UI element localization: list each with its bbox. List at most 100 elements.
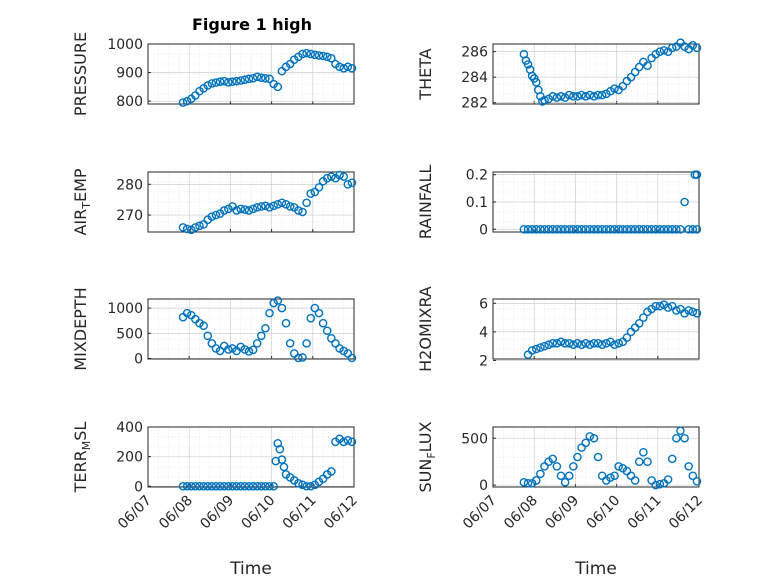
y-tick-label: 286: [461, 45, 488, 61]
data-point: [269, 481, 278, 491]
data-point: [195, 221, 204, 231]
data-point: [602, 224, 611, 234]
data-point: [248, 481, 258, 491]
data-point: [182, 481, 192, 491]
data-point: [684, 462, 694, 471]
data-point: [244, 74, 254, 84]
data-point: [610, 340, 619, 350]
data-point: [544, 340, 553, 350]
data-point: [211, 481, 221, 491]
data-point: [523, 60, 533, 69]
data-point: [224, 77, 233, 87]
data-point: [306, 313, 316, 323]
data-point: [298, 207, 307, 217]
data-point: [581, 224, 591, 234]
data-point: [182, 96, 192, 106]
data-point: [199, 321, 208, 331]
axes-frame: [492, 298, 700, 360]
data-point: [302, 198, 311, 208]
data-point: [684, 306, 694, 315]
data-point: [597, 90, 607, 100]
data-point: [663, 303, 673, 312]
data-point: [306, 481, 316, 491]
data-point: [602, 338, 611, 348]
subplot-8: 0 500 SUNFLUX 06/07 06/08 06/09 06/10 06/11 06/1…: [416, 421, 706, 579]
data-point: [298, 353, 307, 362]
data-point: [552, 462, 562, 471]
data-point: [207, 481, 217, 491]
x-axis-label: Time: [229, 559, 272, 579]
data-point: [339, 437, 349, 447]
data-point: [256, 73, 266, 83]
data-point: [531, 77, 541, 87]
data-point: [265, 308, 274, 318]
y-tick-label: 4: [479, 325, 488, 341]
data-point: [339, 63, 349, 73]
data-point: [585, 90, 595, 100]
data-point: [577, 340, 586, 350]
data-point: [240, 481, 250, 491]
x-tick-label: 06/10: [239, 493, 279, 533]
figure-title: Figure 1 high: [192, 15, 312, 34]
data-point: [659, 46, 669, 55]
x-tick-label: 06/12: [666, 493, 706, 533]
data-point: [692, 477, 702, 486]
data-point: [692, 308, 702, 318]
data-point: [335, 170, 344, 180]
x-tick-label: 06/07: [115, 493, 155, 533]
data-point: [548, 92, 558, 101]
data-point: [347, 437, 357, 447]
data-point: [643, 457, 652, 466]
data-point: [327, 172, 336, 181]
data-point: [347, 353, 357, 363]
data-point: [322, 52, 332, 62]
data-point: [577, 90, 586, 100]
data-point: [556, 224, 566, 234]
data-point: [294, 353, 303, 363]
y-tick-label: 500: [461, 431, 488, 447]
data-point: [302, 481, 311, 491]
data-point: [548, 224, 558, 234]
data-point: [215, 481, 225, 491]
y-tick-label: 0: [134, 351, 143, 367]
y-tick-label: 280: [116, 177, 143, 193]
data-point: [256, 481, 266, 491]
data-point: [314, 308, 324, 318]
data-point: [639, 313, 648, 322]
x-tick-label: 06/09: [197, 493, 237, 533]
y-tick-label: 0.2: [466, 168, 488, 184]
data-point: [630, 224, 640, 234]
data-point: [614, 338, 623, 348]
y-tick-label: 800: [116, 94, 143, 110]
data-point: [343, 436, 353, 445]
data-point: [634, 62, 644, 72]
data-point: [589, 224, 599, 234]
data-point: [527, 71, 537, 81]
data-point: [219, 206, 229, 215]
y-tick-label: 282: [461, 96, 488, 112]
data-point: [688, 307, 698, 317]
data-point: [618, 224, 628, 234]
data-point: [556, 471, 566, 481]
data-point: [224, 481, 233, 491]
x-tick-label: 06/08: [156, 493, 196, 533]
data-point: [684, 224, 694, 234]
data-point: [285, 202, 295, 211]
data-point: [347, 178, 357, 188]
data-point: [523, 478, 533, 488]
data-point: [271, 456, 281, 466]
data-point: [178, 481, 188, 491]
data-point: [273, 82, 283, 92]
data-point: [279, 462, 289, 472]
data-point: [285, 339, 295, 348]
data-point: [655, 224, 665, 234]
data-point: [236, 204, 245, 214]
data-point: [519, 478, 529, 487]
data-point: [634, 318, 644, 328]
data-point: [327, 53, 336, 63]
data-point: [614, 224, 623, 234]
data-point: [261, 481, 270, 491]
data-point: [569, 224, 578, 234]
axes-frame: [492, 43, 700, 105]
data-point: [556, 337, 566, 347]
